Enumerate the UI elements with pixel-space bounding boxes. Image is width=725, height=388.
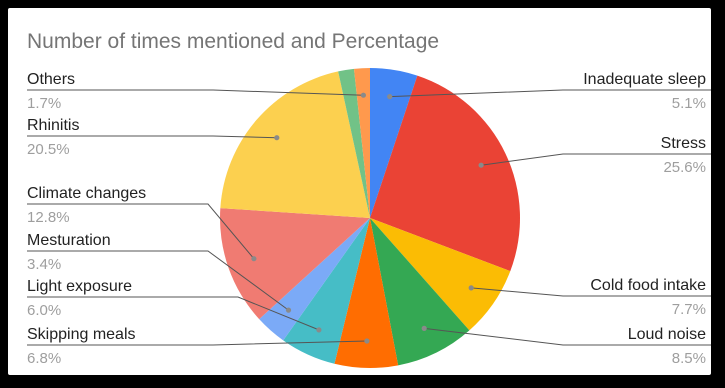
slice-label: Light exposure xyxy=(27,278,132,295)
label-group-rhinitis: Rhinitis 20.5% xyxy=(27,117,280,158)
leader-dot xyxy=(316,327,322,333)
leader-dot xyxy=(360,92,366,98)
leader-line xyxy=(424,327,711,346)
pie-chart: Inadequate sleep 5.1% Stress 25.6% Cold food… xyxy=(27,68,711,368)
slice-label: Loud noise xyxy=(628,326,706,343)
leader-line xyxy=(27,89,364,96)
slice-percent: 5.1% xyxy=(672,95,706,112)
label-group-cold-food-intake: Cold food intake 7.7% xyxy=(468,277,711,318)
leader-dot xyxy=(478,162,484,168)
slice-percent: 20.5% xyxy=(27,141,70,158)
slice-percent: 1.7% xyxy=(27,95,61,112)
pie-slice-others xyxy=(353,68,370,218)
leader-dot xyxy=(285,307,292,313)
leader-line xyxy=(27,296,320,331)
pie-slice-inadequate-sleep xyxy=(370,68,418,218)
slice-label: Others xyxy=(27,71,75,88)
leader-line xyxy=(27,203,255,260)
leader-line xyxy=(27,135,277,139)
pie-slice-loud-noise xyxy=(370,218,470,366)
leader-dot xyxy=(421,325,427,331)
pie-slice-stress xyxy=(370,75,520,272)
leader-dot xyxy=(468,285,474,291)
chart-card: Number of times mentioned and Percentage… xyxy=(8,8,711,375)
chart-title: Number of times mentioned and Percentage xyxy=(27,30,440,53)
leader-dot xyxy=(251,256,257,262)
slice-percent: 7.7% xyxy=(672,301,706,318)
pie-slice-rhinitis xyxy=(220,71,370,218)
leader-line xyxy=(481,153,711,166)
pie-slice-light-exposure xyxy=(283,218,370,364)
leader-dot xyxy=(274,135,280,141)
label-group-mesturation: Mesturation 3.4% xyxy=(27,232,292,313)
leader-line xyxy=(389,89,711,98)
slice-label: Skipping meals xyxy=(27,326,136,343)
slice-label: Cold food intake xyxy=(590,277,706,294)
label-group-loud-noise: Loud noise 8.5% xyxy=(421,325,711,367)
slice-percent: 8.5% xyxy=(672,350,706,367)
slice-percent: 25.6% xyxy=(663,159,706,176)
slice-percent: 12.8% xyxy=(27,209,70,226)
slice-percent: 6.0% xyxy=(27,302,61,319)
leader-dot xyxy=(387,94,393,100)
slice-percent: 6.8% xyxy=(27,350,61,367)
slice-percent: 3.4% xyxy=(27,256,61,273)
label-group-climate-changes: Climate changes 12.8% xyxy=(27,185,257,262)
slice-label: Inadequate sleep xyxy=(583,71,706,88)
leader-line xyxy=(27,340,367,346)
pie-slice-unlabeled xyxy=(338,68,370,218)
label-group-stress: Stress 25.6% xyxy=(478,135,711,176)
slice-label: Mesturation xyxy=(27,232,111,249)
slice-label: Stress xyxy=(661,135,706,152)
pie-slice-skipping-meals xyxy=(334,218,399,368)
leader-line xyxy=(471,287,711,297)
leader-line xyxy=(27,250,289,311)
leader-dot xyxy=(364,338,370,344)
pie-slice-cold-food-intake xyxy=(370,218,511,331)
label-group-skipping-meals: Skipping meals 6.8% xyxy=(27,326,370,367)
slice-label: Climate changes xyxy=(27,185,146,202)
pie-slice-climate-changes xyxy=(220,208,370,320)
label-group-others: Others 1.7% xyxy=(27,71,366,112)
slice-label: Rhinitis xyxy=(27,117,79,134)
label-group-inadequate-sleep: Inadequate sleep 5.1% xyxy=(387,71,711,112)
label-group-light-exposure: Light exposure 6.0% xyxy=(27,278,322,333)
